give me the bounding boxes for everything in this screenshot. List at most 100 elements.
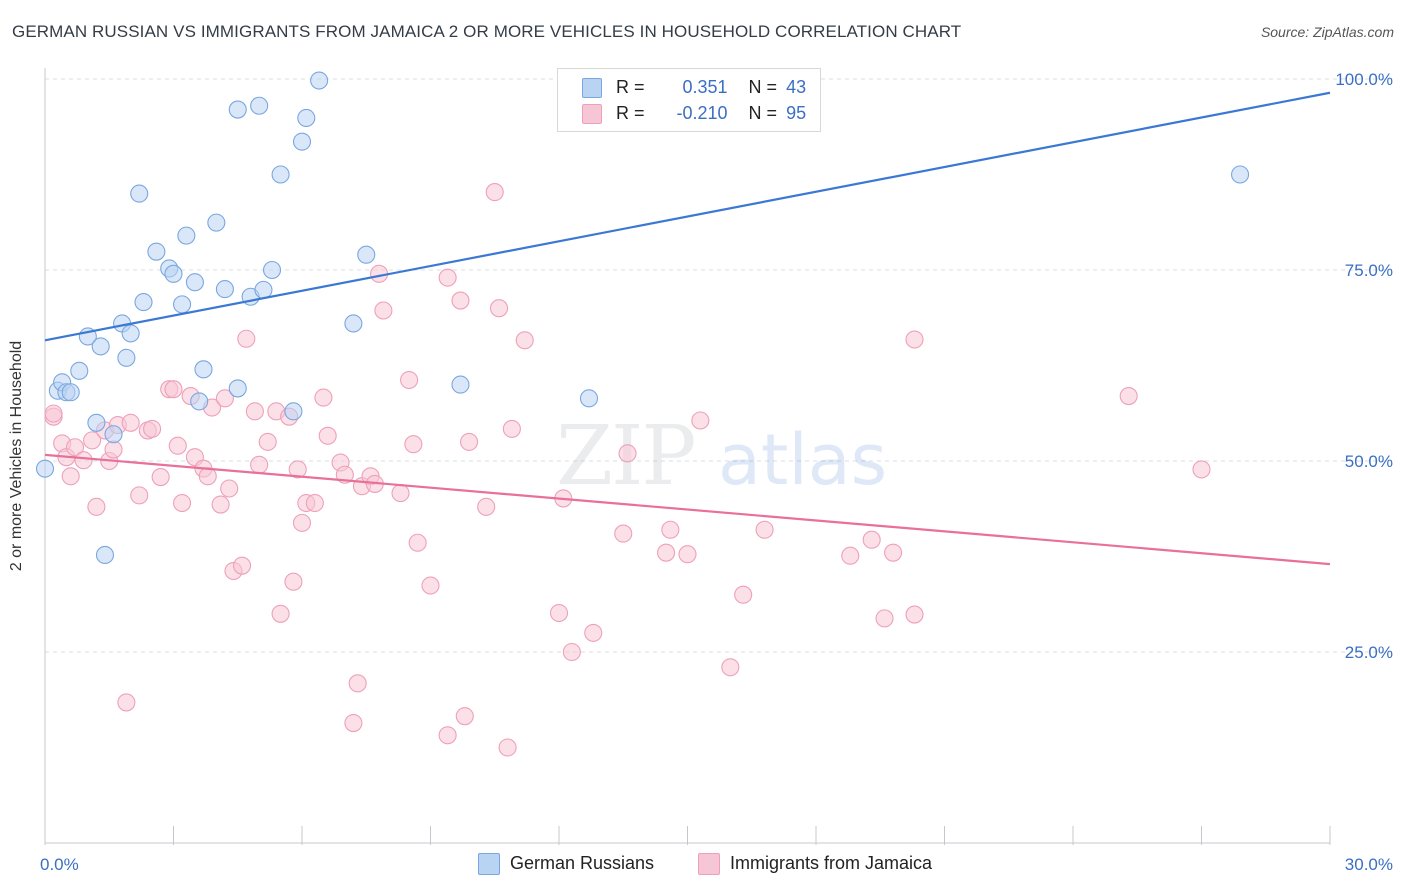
y-tick-label: 50.0% (1345, 452, 1393, 471)
point-german-russians (164, 264, 183, 283)
point-immigrants-from-jamaica (288, 460, 307, 479)
trend-line-immigrants-from-jamaica (44, 453, 1331, 566)
point-immigrants-from-jamaica (314, 388, 333, 407)
point-immigrants-from-jamaica (104, 440, 123, 459)
point-german-russians (228, 379, 247, 398)
point-german-russians (117, 348, 136, 367)
stats-r-value: 0.351 (682, 77, 728, 97)
watermark: ZIP atlas (556, 409, 887, 504)
stats-r-label: R = (616, 103, 645, 123)
point-immigrants-from-jamaica (74, 451, 93, 470)
point-german-russians (262, 260, 282, 280)
point-german-russians (254, 280, 273, 299)
point-immigrants-from-jamaica (44, 404, 63, 423)
y-tick-label: 25.0% (1345, 643, 1393, 662)
point-immigrants-from-jamaica (65, 438, 85, 457)
stats-r-label: R = (616, 77, 645, 97)
point-immigrants-from-jamaica (614, 524, 633, 543)
series-immigrants-from-jamaica (44, 183, 1211, 757)
point-immigrants-from-jamaica (618, 444, 637, 463)
point-german-russians (344, 314, 363, 333)
point-immigrants-from-jamaica (1119, 387, 1138, 406)
point-immigrants-from-jamaica (83, 431, 102, 450)
point-german-russians (194, 360, 213, 379)
point-immigrants-from-jamaica (502, 419, 521, 438)
point-german-russians (207, 213, 226, 232)
point-immigrants-from-jamaica (348, 674, 367, 693)
stats-n-value: 43 (786, 77, 807, 97)
stats-swatch-blue (582, 78, 602, 98)
point-immigrants-from-jamaica (721, 658, 740, 677)
stats-swatch-pink (582, 104, 602, 124)
point-immigrants-from-jamaica (284, 572, 303, 591)
point-german-russians (185, 273, 204, 292)
point-immigrants-from-jamaica (61, 467, 80, 486)
point-immigrants-from-jamaica (477, 497, 496, 516)
point-immigrants-from-jamaica (661, 520, 680, 539)
point-german-russians (250, 96, 269, 115)
point-immigrants-from-jamaica (905, 605, 924, 624)
point-immigrants-from-jamaica (121, 413, 140, 432)
point-immigrants-from-jamaica (374, 301, 393, 320)
point-immigrants-from-jamaica (691, 411, 710, 430)
point-immigrants-from-jamaica (498, 738, 517, 757)
chart-title: GERMAN RUSSIAN VS IMMIGRANTS FROM JAMAIC… (12, 22, 962, 41)
point-german-russians (91, 337, 110, 356)
point-immigrants-from-jamaica (404, 435, 423, 454)
point-immigrants-from-jamaica (884, 543, 903, 562)
point-german-russians (121, 324, 140, 343)
point-german-russians (70, 361, 89, 380)
point-immigrants-from-jamaica (562, 642, 581, 662)
point-german-russians (292, 132, 312, 151)
point-immigrants-from-jamaica (438, 268, 457, 287)
point-immigrants-from-jamaica (211, 495, 230, 514)
point-immigrants-from-jamaica (489, 299, 509, 318)
point-immigrants-from-jamaica (408, 533, 427, 552)
point-immigrants-from-jamaica (173, 493, 192, 513)
y-tick-label: 75.0% (1345, 261, 1393, 280)
point-immigrants-from-jamaica (678, 545, 697, 564)
point-immigrants-from-jamaica (220, 479, 239, 498)
point-german-russians (35, 459, 55, 478)
point-immigrants-from-jamaica (862, 530, 881, 549)
point-immigrants-from-jamaica (344, 714, 363, 733)
point-immigrants-from-jamaica (905, 330, 924, 349)
point-immigrants-from-jamaica (117, 693, 136, 712)
point-immigrants-from-jamaica (584, 623, 603, 642)
point-immigrants-from-jamaica (455, 707, 474, 726)
stats-r-value: -0.210 (676, 103, 728, 123)
point-immigrants-from-jamaica (451, 291, 470, 310)
point-german-russians (61, 383, 80, 402)
point-german-russians (190, 392, 209, 411)
legend-swatch-blue (478, 853, 500, 875)
legend-swatch-pink (698, 853, 720, 875)
point-immigrants-from-jamaica (875, 609, 894, 628)
point-immigrants-from-jamaica (391, 484, 410, 503)
stats-n-label: N = (748, 77, 778, 97)
point-immigrants-from-jamaica (421, 576, 440, 595)
trend-line-german-russians (44, 91, 1331, 342)
point-german-russians (130, 184, 149, 203)
point-immigrants-from-jamaica (143, 419, 162, 438)
point-immigrants-from-jamaica (245, 402, 264, 421)
stats-box: R = 0.351 N = 43 R = -0.210 N = 95 (557, 68, 821, 132)
point-immigrants-from-jamaica (1192, 460, 1211, 479)
point-german-russians (271, 165, 290, 184)
point-german-russians (104, 425, 123, 444)
point-german-russians (579, 389, 599, 408)
point-immigrants-from-jamaica (130, 486, 149, 505)
point-immigrants-from-jamaica (271, 604, 290, 623)
point-german-russians (95, 545, 115, 565)
point-immigrants-from-jamaica (250, 455, 269, 474)
point-german-russians (357, 245, 376, 264)
stats-n-value: 95 (786, 103, 807, 123)
trend-lines (44, 91, 1331, 566)
legend-label: Immigrants from Jamaica (730, 853, 933, 873)
point-immigrants-from-jamaica (841, 546, 860, 565)
point-german-russians (451, 375, 470, 394)
stats-n-label: N = (748, 103, 778, 123)
point-german-russians (228, 100, 247, 119)
legend-label: German Russians (510, 853, 655, 873)
point-immigrants-from-jamaica (438, 726, 457, 745)
